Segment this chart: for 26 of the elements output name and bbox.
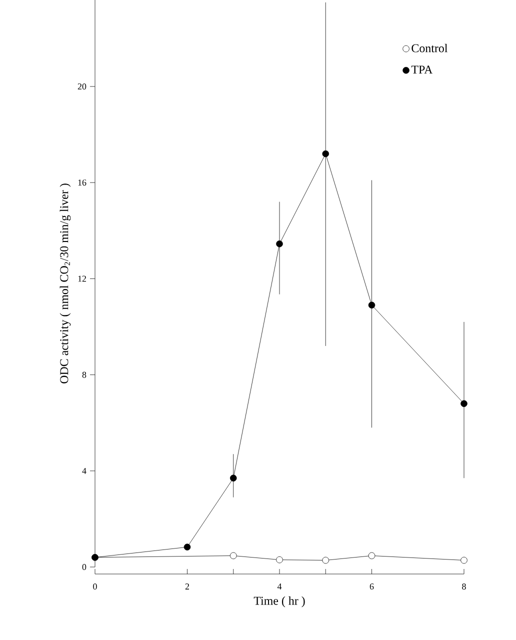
point (368, 552, 376, 560)
point (230, 474, 237, 482)
x-tick-label: 4 (277, 584, 282, 590)
point (276, 240, 283, 248)
x-axis-title: Time ( hr ) (254, 596, 305, 608)
y-tick-label: 0 (82, 564, 86, 570)
y-tick-label: 16 (78, 180, 86, 186)
point (368, 302, 376, 309)
x-tick-label: 0 (93, 584, 97, 590)
point (184, 544, 191, 550)
y-axis-title: ODC activity ( nmol CO$_{2}$/30 min/g liver ) (60, 184, 71, 384)
y-tick-label: 20 (78, 83, 86, 90)
legend-label: Control (412, 44, 448, 52)
x-tick-label: 2 (185, 584, 189, 590)
point (230, 552, 237, 560)
y-tick-label: 4 (82, 468, 86, 474)
point (460, 556, 468, 564)
point (322, 556, 330, 564)
point (322, 150, 330, 158)
point (276, 556, 283, 564)
x-tick-label: 8 (462, 584, 466, 590)
x-tick-label: 6 (370, 584, 374, 590)
y-tick-label: 8 (82, 372, 86, 378)
point (460, 400, 468, 408)
y-tick-label: 12 (78, 276, 86, 282)
legend-label: TPA (411, 66, 433, 74)
